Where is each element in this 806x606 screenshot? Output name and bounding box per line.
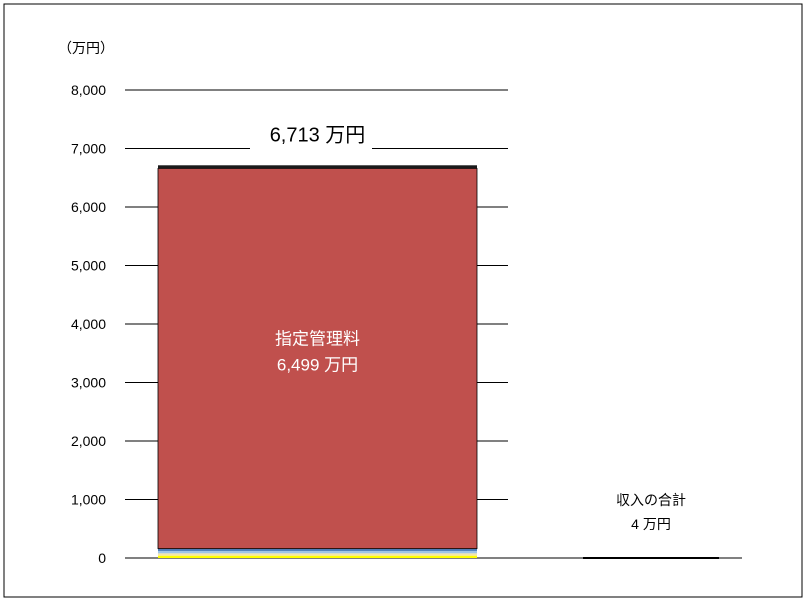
y-tick-label: 6,000 <box>71 199 106 215</box>
bar-segment <box>158 555 477 558</box>
y-tick-label: 0 <box>98 550 106 566</box>
y-tick-label: 2,000 <box>71 433 106 449</box>
column-label: 収入の合計 <box>616 492 686 508</box>
segment-label: 指定管理料 <box>275 330 360 349</box>
bars <box>157 165 719 559</box>
total-label: 6,713 万円 <box>270 125 366 147</box>
bar-segment <box>157 168 478 550</box>
y-tick-label: 4,000 <box>71 316 106 332</box>
gridlines <box>125 89 508 500</box>
y-tick-label: 8,000 <box>71 82 106 98</box>
segment-value-label: 6,499 万円 <box>277 356 358 375</box>
y-tick-label: 5,000 <box>71 258 106 274</box>
column-value-label: 4 万円 <box>631 516 671 532</box>
y-tick-label: 3,000 <box>71 375 106 391</box>
bar-segment <box>158 550 477 554</box>
bar-segment <box>583 557 719 559</box>
y-tick-label: 7,000 <box>71 141 106 157</box>
y-axis: 0 1,000 2,000 3,000 4,000 5,000 6,000 7,000 8,00… <box>71 82 742 566</box>
y-tick-label: 1,000 <box>71 492 106 508</box>
bar-segment <box>158 165 477 169</box>
bar-segment <box>158 553 477 556</box>
bar-segment <box>158 548 477 551</box>
y-unit-label: （万円） <box>58 40 114 56</box>
